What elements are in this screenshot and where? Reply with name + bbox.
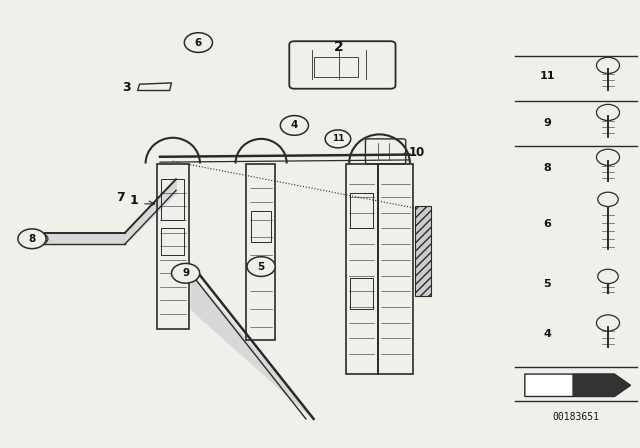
Circle shape	[18, 229, 46, 249]
Text: 6: 6	[543, 219, 551, 229]
Text: 4: 4	[291, 121, 298, 130]
Polygon shape	[525, 374, 630, 396]
Text: 00183651: 00183651	[552, 412, 600, 422]
Circle shape	[184, 33, 212, 52]
Text: 7: 7	[116, 190, 125, 204]
Text: 1: 1	[129, 194, 138, 207]
Text: 5: 5	[257, 262, 265, 271]
Text: 8: 8	[28, 234, 36, 244]
Text: 4: 4	[543, 329, 551, 339]
Circle shape	[33, 233, 48, 244]
Text: 11: 11	[332, 134, 344, 143]
Text: 5: 5	[543, 280, 551, 289]
Text: 11: 11	[540, 71, 555, 81]
Text: 8: 8	[543, 163, 551, 173]
Circle shape	[325, 130, 351, 148]
Text: 9: 9	[182, 268, 189, 278]
Text: 9: 9	[543, 118, 551, 128]
FancyBboxPatch shape	[415, 206, 431, 296]
Polygon shape	[573, 374, 630, 396]
Text: 6: 6	[195, 38, 202, 47]
Circle shape	[247, 257, 275, 276]
Text: 3: 3	[122, 81, 131, 94]
Circle shape	[172, 263, 200, 283]
Circle shape	[280, 116, 308, 135]
Text: 10: 10	[408, 146, 424, 159]
Text: 2: 2	[334, 40, 344, 54]
